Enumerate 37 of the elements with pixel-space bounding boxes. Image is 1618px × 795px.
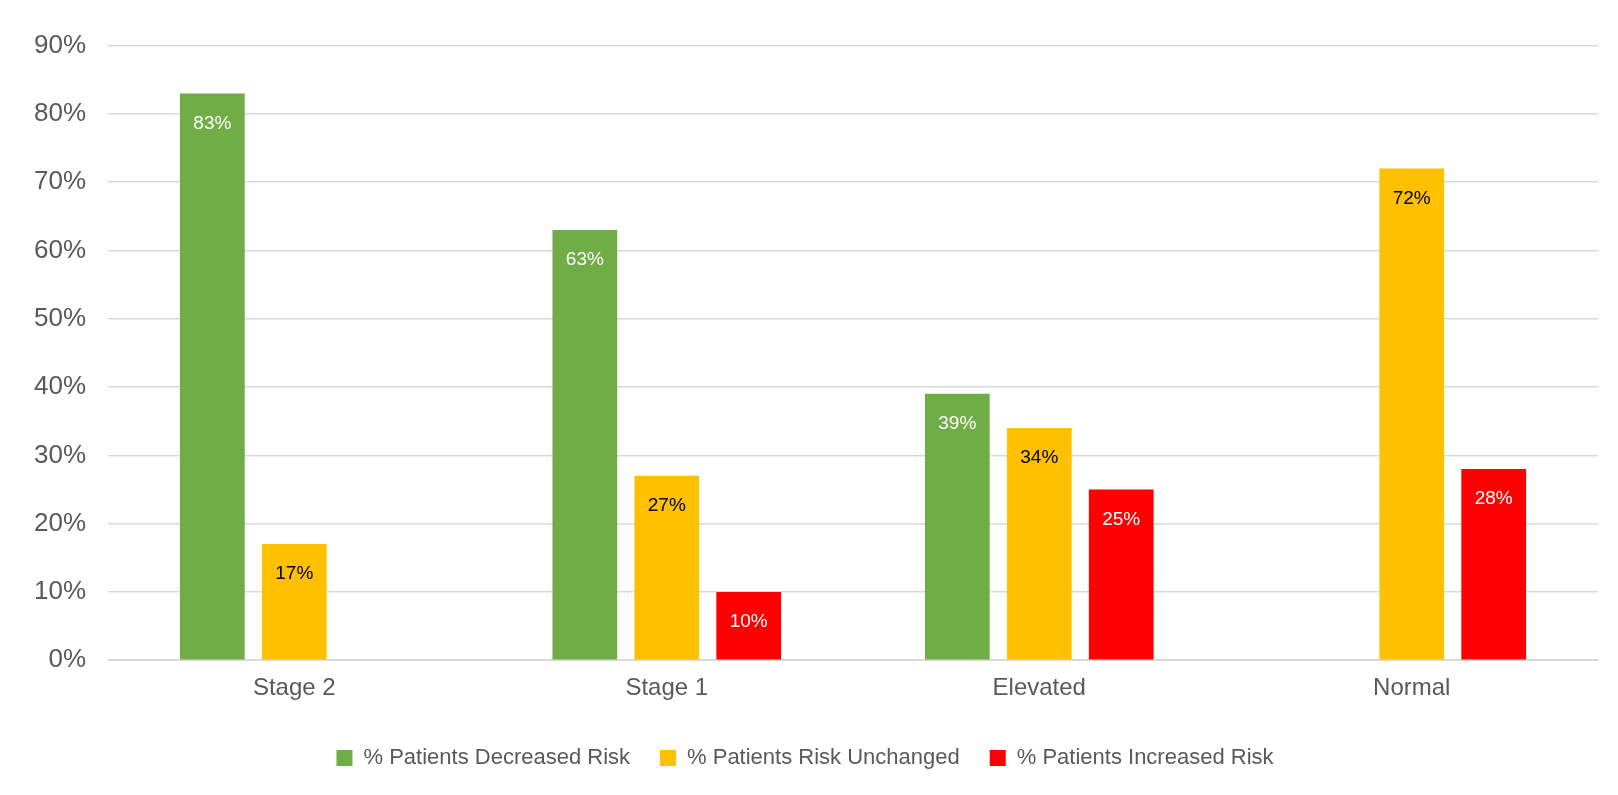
- y-tick-label: 30%: [33, 438, 87, 469]
- data-label: 28%: [1474, 487, 1513, 509]
- x-tick-label: Stage 1: [625, 673, 709, 701]
- y-tick-label: 60%: [33, 233, 87, 264]
- data-label: 39%: [938, 412, 977, 434]
- y-tick-label: 90%: [33, 28, 87, 59]
- y-tick-label: 10%: [33, 575, 87, 606]
- legend-label: % Patients Decreased Risk: [363, 744, 632, 770]
- y-tick-label: 40%: [33, 370, 87, 401]
- legend-label: % Patients Increased Risk: [1016, 744, 1275, 770]
- y-tick-label: 70%: [33, 165, 87, 196]
- bar: [552, 229, 618, 660]
- bar: [716, 591, 782, 660]
- legend-label: % Patients Risk Unchanged: [687, 744, 960, 770]
- bar: [1379, 168, 1445, 660]
- data-label: 27%: [647, 494, 686, 516]
- y-tick-label: 20%: [33, 506, 87, 537]
- bar: [1088, 489, 1154, 660]
- bar: [924, 393, 990, 660]
- bar: [1461, 468, 1527, 660]
- data-label: 83%: [193, 111, 232, 133]
- x-tick-label: Stage 2: [252, 673, 336, 701]
- bar: [179, 93, 245, 660]
- data-label: 25%: [1102, 507, 1141, 529]
- data-label: 72%: [1392, 186, 1431, 208]
- data-label: 17%: [275, 562, 314, 584]
- x-tick-label: Elevated: [992, 673, 1086, 701]
- x-tick-label: Normal: [1373, 673, 1451, 701]
- bar: [261, 544, 327, 660]
- y-tick-label: 80%: [33, 97, 87, 128]
- data-label: 10%: [729, 610, 768, 632]
- y-tick-label: 50%: [33, 301, 87, 332]
- data-label: 63%: [565, 248, 604, 270]
- bar: [1006, 428, 1072, 660]
- bar: [634, 475, 700, 660]
- data-label: 34%: [1020, 446, 1059, 468]
- y-tick-label: 0%: [48, 643, 87, 674]
